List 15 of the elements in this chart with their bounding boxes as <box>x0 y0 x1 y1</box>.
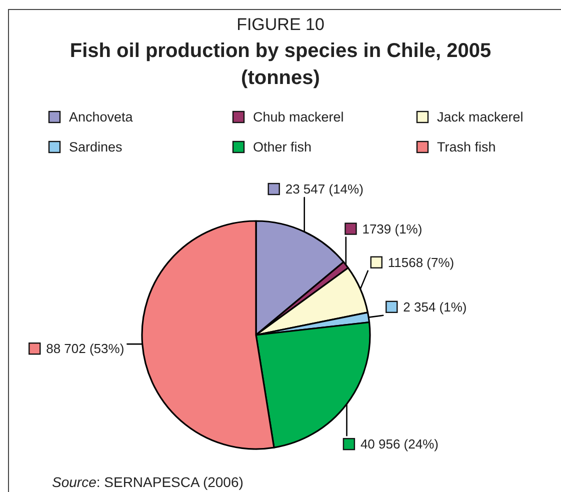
data-label: 1739 (1%) <box>362 221 422 236</box>
legend-label: Sardines <box>69 140 123 154</box>
data-label: 11568 (7%) <box>388 254 454 270</box>
source-note: Source: SERNAPESCA (2006) <box>52 474 244 490</box>
chart-title: Fish oil production by species in Chile, 2005 (tonnes) <box>70 40 492 89</box>
data-label: 40 956 (24%) <box>360 436 439 452</box>
legend-label: Trash fish <box>437 140 496 154</box>
data-label: 23 547 (14%) <box>285 182 364 197</box>
legend-label: Other fish <box>253 140 312 154</box>
legend-label: Anchoveta <box>69 110 134 124</box>
data-label: 2 354 (1%) <box>403 299 467 314</box>
data-label: 88 702 (53%) <box>46 341 124 356</box>
caption: FIGURE 10 <box>236 15 324 34</box>
legend-label: Jack mackerel <box>437 110 524 124</box>
legend-label: Chub mackerel <box>253 110 344 124</box>
